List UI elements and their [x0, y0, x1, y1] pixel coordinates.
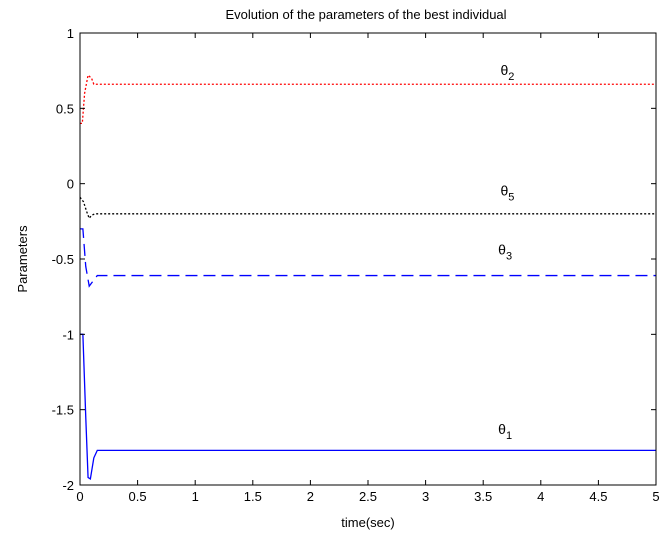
- ticks-layer: 0 0.5 1 1.5 2 2.5 3 3.5 4 4.5 5 -2 -1.5 -1 -0.5 0 0.5 1: [52, 26, 660, 504]
- y-tick-label: 1: [67, 26, 74, 41]
- series-label-3: θ3: [498, 241, 512, 262]
- chart-title: Evolution of the parameters of the best …: [225, 7, 506, 22]
- x-tick-label: 4: [537, 489, 544, 504]
- y-tick-label: 0: [67, 177, 74, 192]
- x-tick-label: 5: [652, 489, 659, 504]
- x-axis-label: time(sec): [341, 515, 394, 530]
- y-tick-label: 0.5: [56, 101, 74, 116]
- x-tick-label: 2.5: [359, 489, 377, 504]
- series-layer: [79, 73, 656, 481]
- plot-area: [80, 33, 656, 485]
- series-line-5: [79, 196, 656, 220]
- series-line-2: [80, 73, 656, 125]
- plot-frame: [79, 32, 657, 486]
- series-line-1: [80, 333, 656, 481]
- x-tick-label: 3: [422, 489, 429, 504]
- y-tick-label: -0.5: [52, 252, 74, 267]
- y-tick-label: -2: [62, 478, 74, 493]
- series-line-3: [80, 228, 656, 288]
- y-axis-label: Parameters: [15, 225, 30, 293]
- series-label-5: θ5: [500, 183, 514, 204]
- x-tick-label: 1: [192, 489, 199, 504]
- series-label-2: θ2: [500, 62, 514, 83]
- y-tick-label: -1: [62, 327, 74, 342]
- series-labels: θ2 θ5 θ3 θ1: [498, 62, 514, 442]
- x-tick-label: 1.5: [244, 489, 262, 504]
- x-tick-label: 0: [76, 489, 83, 504]
- x-tick-label: 0.5: [129, 489, 147, 504]
- x-tick-label: 4.5: [589, 489, 607, 504]
- x-tick-label: 3.5: [474, 489, 492, 504]
- series-label-1: θ1: [498, 421, 512, 442]
- y-tick-label: -1.5: [52, 403, 74, 418]
- x-tick-label: 2: [307, 489, 314, 504]
